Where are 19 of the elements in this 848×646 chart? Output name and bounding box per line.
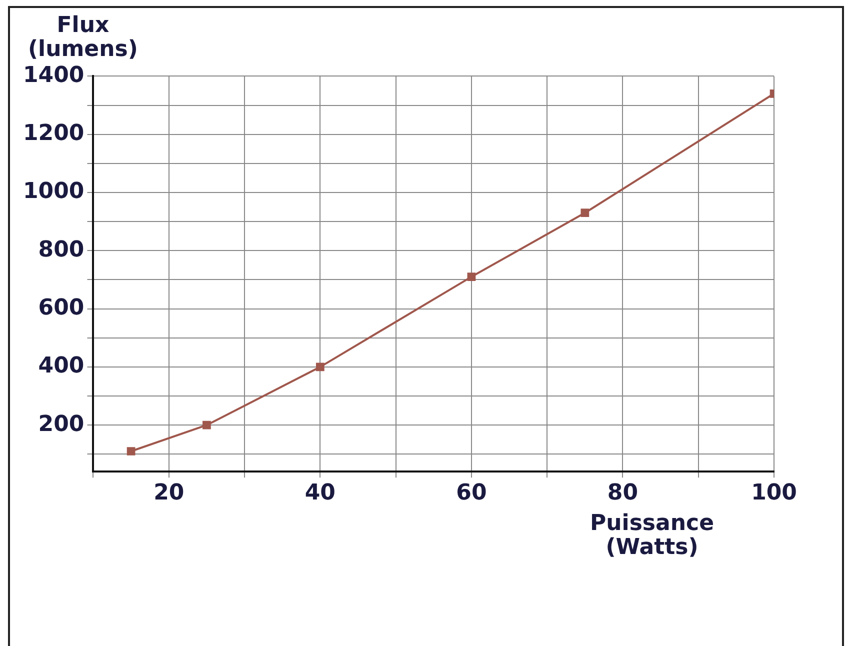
point bbox=[316, 362, 324, 372]
y-tick-label: 1000 bbox=[22, 179, 84, 204]
x-tick-label: 60 bbox=[456, 480, 487, 506]
point bbox=[580, 208, 590, 218]
x-tick-label: 80 bbox=[607, 480, 638, 506]
y-axis-title: Flux (lumens) bbox=[28, 13, 138, 62]
point bbox=[467, 272, 476, 281]
y-tick-label: 400 bbox=[38, 354, 84, 379]
y-tick-label: 800 bbox=[38, 237, 84, 262]
y-tick-label: 1400 bbox=[22, 62, 84, 88]
point bbox=[202, 420, 211, 430]
y-tick-label: 600 bbox=[38, 296, 84, 321]
x-tick-label: 20 bbox=[154, 480, 184, 506]
point bbox=[126, 447, 136, 456]
y-tick-label: 1200 bbox=[22, 121, 84, 146]
x-axis-title: Puissance (Watts) bbox=[590, 511, 714, 560]
y-tick-label: 200 bbox=[38, 412, 84, 437]
x-tick-label: 40 bbox=[304, 480, 336, 506]
x-tick-label: 100 bbox=[751, 480, 798, 506]
